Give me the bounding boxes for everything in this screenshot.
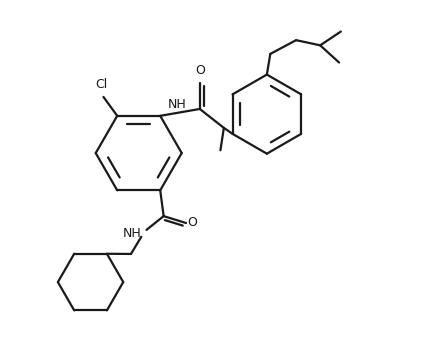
Text: Cl: Cl [95,78,108,91]
Text: O: O [187,216,197,229]
Text: NH: NH [123,227,142,240]
Text: NH: NH [168,98,187,111]
Text: O: O [195,64,205,77]
